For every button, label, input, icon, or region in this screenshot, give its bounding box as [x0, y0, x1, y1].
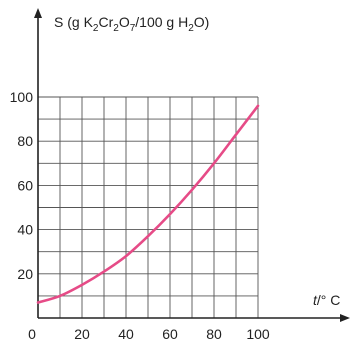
- x-tick-label: 100: [246, 326, 270, 342]
- solubility-curve: [36, 104, 260, 304]
- x-tick-label: 0: [28, 326, 36, 342]
- x-tick-labels: 0 20 40 60 80 100: [28, 326, 270, 342]
- x-axis-title: t/° C: [313, 292, 340, 308]
- x-tick-label: 80: [206, 326, 222, 342]
- y-axis-arrow: [34, 8, 42, 18]
- y-axis-title: S (g K2Cr2O7/100 g H2O): [54, 14, 209, 34]
- y-tick-label: 80: [17, 133, 33, 149]
- x-tick-label: 40: [118, 326, 134, 342]
- x-tick-label: 60: [162, 326, 178, 342]
- y-tick-label: 40: [17, 222, 33, 238]
- y-tick-label: 60: [17, 177, 33, 193]
- x-axis-arrow: [340, 314, 350, 322]
- grid: [38, 96, 259, 318]
- y-tick-label: 100: [10, 89, 34, 105]
- y-tick-label: 20: [17, 266, 33, 282]
- y-tick-labels: 20 40 60 80 100: [10, 89, 34, 282]
- x-tick-label: 20: [74, 326, 90, 342]
